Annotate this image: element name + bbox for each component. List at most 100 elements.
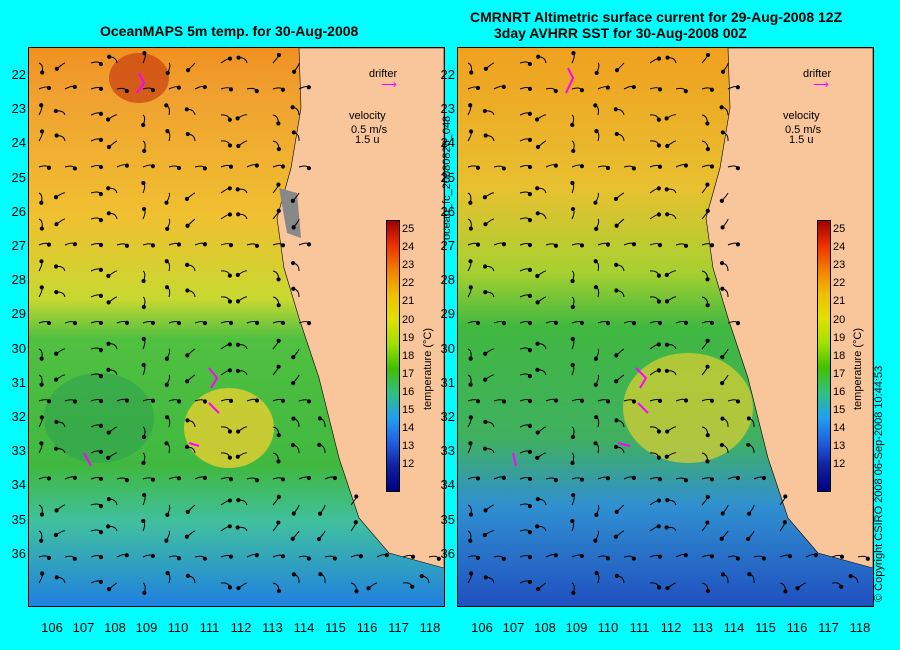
current-arrow-head [527,503,533,509]
current-arrow-head [482,108,487,114]
current-arrow-head [720,380,725,386]
current-arrow-head [141,336,146,342]
current-arrow-head [98,86,104,92]
latitude-tick-label: 31 [440,374,455,390]
right-colorbar-label: temperature (°C) [852,327,864,410]
colorbar-tick-label: 25 [402,223,415,235]
current-arrow-head [46,399,52,404]
longitude-tick-label: 111 [199,620,220,635]
current-arrow-head [141,434,147,440]
current-arrow-head [291,130,296,135]
current-arrow-head [709,243,715,248]
latitude-tick-label: 26 [440,203,455,219]
current-arrow-head [227,299,233,304]
current-arrow-head [468,226,473,231]
current-arrow-head [501,242,507,247]
right-map-title: CMRNRT Altimetric surface current for 29… [470,9,843,25]
longitude-tick-label: 117 [388,620,409,635]
current-arrow-head [761,475,767,481]
current-arrow-head [235,368,240,374]
current-arrow-head [501,84,506,90]
current-arrow-head [720,355,725,360]
current-arrow-head [165,70,170,76]
current-arrow-head [527,137,533,143]
current-arrow-head [142,148,147,154]
current-arrow-head [594,415,599,420]
current-arrow-head [106,455,111,460]
current-arrow-head [475,165,481,170]
current-arrow-head [280,320,286,326]
current-arrow-head [150,164,156,169]
current-arrow-head [709,477,715,482]
current-arrow-head [593,259,598,264]
current-arrow-head [276,52,282,58]
current-arrow-head [354,589,359,594]
current-arrow-head [468,382,473,387]
current-arrow-head [185,262,190,267]
current-arrow-head [535,524,540,529]
current-arrow-head [570,122,575,128]
colorbar-tick-label: 22 [402,277,415,290]
current-arrow-head [276,303,281,308]
current-arrow-head [719,536,724,541]
current-arrow-head [227,143,233,148]
current-arrow-head [185,131,190,137]
current-arrow-head [656,455,661,460]
current-arrow-head [202,399,208,404]
latitude-tick-label: 25 [440,169,455,185]
current-arrow-head [527,86,533,92]
colorbar-tick-label: 23 [402,259,415,272]
current-arrow-head [235,272,240,278]
current-arrow-head [594,571,599,576]
current-arrow-head [535,273,540,279]
current-arrow-head [98,320,104,326]
current-arrow-head [483,66,488,71]
current-arrow-head [280,398,286,403]
current-arrow-head [354,494,359,499]
left-map-title: OceanMAPS 5m temp. for 30-Aug-2008 [100,23,359,39]
current-arrow-head [141,518,146,524]
current-arrow-head [276,433,281,438]
current-arrow-head [306,321,312,326]
latitude-tick-label: 23 [11,101,26,117]
cold-eddy [44,373,154,463]
current-arrow-head [683,320,689,325]
longitude-tick-label: 106 [471,620,493,635]
current-arrow-head [317,416,322,421]
current-arrow-head [276,208,281,213]
current-arrow-head [228,477,234,482]
current-arrow-head [656,524,661,529]
current-arrow-head [124,88,129,94]
left-map-canvas [29,48,444,606]
current-arrow-head [185,379,190,384]
current-arrow-head [683,163,688,168]
current-arrow-head [664,299,670,304]
current-arrow-head [280,554,286,559]
current-arrow-head [165,571,170,576]
current-arrow-head [98,554,104,560]
current-arrow-head [98,449,104,454]
current-arrow-head [570,336,575,342]
drifter-legend-label: drifter [803,68,832,80]
current-arrow-head [141,278,146,284]
current-arrow-head [613,107,618,112]
current-arrow-head [306,475,312,481]
colorbar-tick-label: 17 [833,367,846,380]
velocity-legend-scale: 0.5 m/s [785,124,822,136]
current-arrow-head [165,415,170,420]
current-arrow-head [290,198,295,203]
current-arrow-head [656,368,661,373]
current-arrow-head [571,492,576,498]
current-arrow-head [276,182,281,187]
current-arrow-head [527,61,533,67]
current-arrow-head [124,398,130,403]
current-arrow-head [656,186,661,191]
current-arrow-head [254,243,260,248]
current-arrow-head [605,85,610,90]
current-arrow-head [98,530,104,535]
current-arrow-head [98,348,104,353]
current-arrow-head [98,503,104,509]
current-arrow-head [236,498,241,503]
current-arrow-head [664,525,669,530]
current-arrow-head [579,243,585,248]
